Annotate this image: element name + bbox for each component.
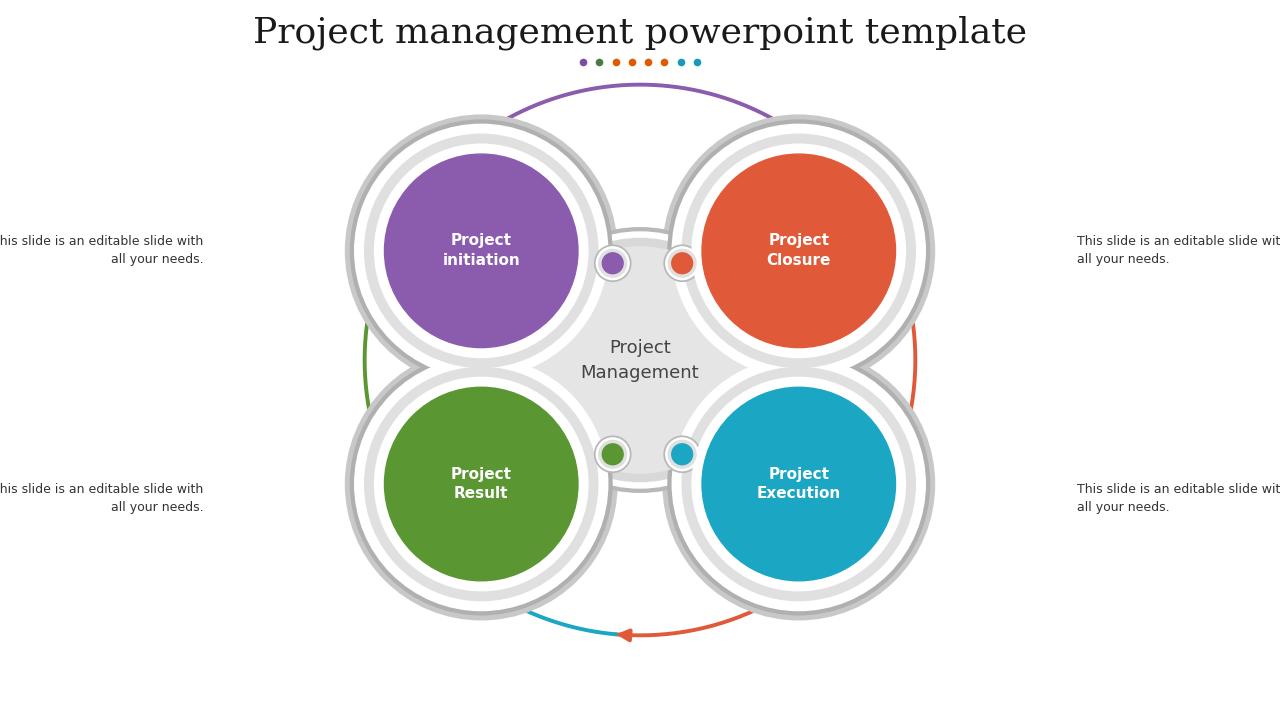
Circle shape: [518, 238, 762, 482]
Circle shape: [349, 120, 613, 382]
Circle shape: [344, 114, 618, 387]
Text: Project
initiation: Project initiation: [443, 233, 520, 269]
Text: This slide is an editable slide with
all your needs.: This slide is an editable slide with all…: [0, 235, 204, 266]
Circle shape: [667, 120, 931, 382]
Text: Project
Execution: Project Execution: [756, 467, 841, 501]
Circle shape: [352, 355, 611, 613]
Circle shape: [672, 444, 692, 464]
Circle shape: [667, 353, 931, 616]
Text: This slide is an editable slide with
all your needs.: This slide is an editable slide with all…: [1076, 483, 1280, 514]
Circle shape: [355, 125, 608, 377]
Circle shape: [512, 232, 768, 488]
Circle shape: [662, 348, 936, 621]
Circle shape: [384, 387, 579, 581]
Circle shape: [692, 144, 905, 358]
Circle shape: [599, 249, 627, 277]
Circle shape: [596, 247, 628, 279]
Circle shape: [666, 247, 699, 279]
Circle shape: [663, 244, 701, 282]
Circle shape: [355, 358, 608, 611]
Circle shape: [349, 353, 613, 616]
Circle shape: [375, 144, 588, 358]
Circle shape: [375, 377, 588, 590]
Text: This slide is an editable slide with
all your needs.: This slide is an editable slide with all…: [1076, 235, 1280, 266]
Circle shape: [603, 444, 623, 464]
Circle shape: [668, 441, 696, 468]
Circle shape: [527, 247, 753, 473]
Text: Project
Closure: Project Closure: [767, 233, 831, 269]
Circle shape: [669, 355, 928, 613]
Text: This slide is an editable slide with
all your needs.: This slide is an editable slide with all…: [0, 483, 204, 514]
Text: Project
Management: Project Management: [581, 338, 699, 382]
Circle shape: [682, 367, 915, 600]
Circle shape: [594, 244, 631, 282]
Circle shape: [701, 387, 896, 581]
Circle shape: [384, 154, 579, 348]
Circle shape: [663, 436, 701, 473]
Circle shape: [507, 227, 773, 493]
Circle shape: [594, 436, 631, 473]
Circle shape: [666, 438, 699, 471]
Circle shape: [668, 249, 696, 277]
Text: Project management powerpoint template: Project management powerpoint template: [253, 15, 1027, 50]
Circle shape: [701, 154, 896, 348]
Circle shape: [672, 358, 925, 611]
Circle shape: [365, 134, 598, 367]
Circle shape: [352, 122, 611, 380]
Circle shape: [662, 114, 936, 387]
Circle shape: [603, 253, 623, 274]
Circle shape: [669, 122, 928, 380]
Circle shape: [344, 348, 618, 621]
Circle shape: [682, 134, 915, 367]
Text: Project
Result: Project Result: [451, 467, 512, 501]
Circle shape: [672, 125, 925, 377]
Circle shape: [599, 441, 627, 468]
Circle shape: [365, 367, 598, 600]
Circle shape: [692, 377, 905, 590]
Circle shape: [596, 438, 628, 471]
Circle shape: [672, 253, 692, 274]
